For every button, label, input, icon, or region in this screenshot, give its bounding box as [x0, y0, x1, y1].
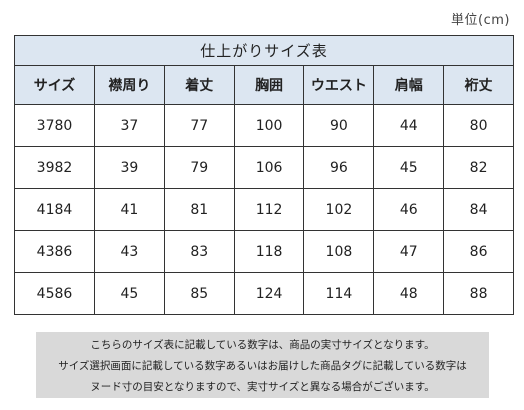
cell-chest: 106 [233, 146, 305, 189]
note-line: こちらのサイズ表に記載している数字は、商品の実寸サイズとなります。 [90, 339, 435, 351]
cell-neck: 37 [94, 104, 165, 147]
cell-neck: 39 [94, 146, 165, 189]
cell-waist: 90 [303, 104, 375, 147]
cell-neck: 41 [94, 188, 165, 231]
cell-neck: 43 [94, 230, 165, 273]
header-size: サイズ [14, 65, 95, 105]
cell-waist: 96 [303, 146, 375, 189]
cell-length: 85 [163, 272, 235, 315]
cell-shoulder: 47 [373, 230, 445, 273]
cell-waist: 102 [303, 188, 375, 231]
cell-sleeve: 80 [443, 104, 514, 147]
cell-sleeve: 82 [443, 146, 514, 189]
header-neck: 襟周り [94, 65, 165, 105]
cell-chest: 112 [233, 188, 305, 231]
cell-waist: 114 [303, 272, 375, 315]
table-row: 4184 41 81 112 102 46 84 [14, 188, 514, 231]
cell-shoulder: 45 [373, 146, 445, 189]
cell-size: 3780 [14, 104, 95, 147]
cell-length: 77 [163, 104, 235, 147]
table-header-row: サイズ 襟周り 着丈 胸囲 ウエスト 肩幅 裄丈 [14, 65, 514, 105]
cell-sleeve: 86 [443, 230, 514, 273]
cell-chest: 100 [233, 104, 305, 147]
cell-sleeve: 84 [443, 188, 514, 231]
cell-shoulder: 48 [373, 272, 445, 315]
cell-chest: 118 [233, 230, 305, 273]
cell-length: 79 [163, 146, 235, 189]
table-row: 3780 37 77 100 90 44 80 [14, 104, 514, 147]
table-title: 仕上がりサイズ表 [14, 35, 514, 66]
cell-chest: 124 [233, 272, 305, 315]
header-sleeve: 裄丈 [443, 65, 514, 105]
size-table: 仕上がりサイズ表 サイズ 襟周り 着丈 胸囲 ウエスト 肩幅 裄丈 3780 3… [14, 35, 514, 315]
header-chest: 胸囲 [233, 65, 305, 105]
table-row: 4386 43 83 118 108 47 86 [14, 230, 514, 273]
note-line: サイズ選択画面に記載している数字あるいはお届けした商品タグに記載している数字は [58, 360, 467, 372]
cell-size: 4184 [14, 188, 95, 231]
cell-size: 3982 [14, 146, 95, 189]
cell-shoulder: 46 [373, 188, 445, 231]
cell-size: 4586 [14, 272, 95, 315]
cell-length: 81 [163, 188, 235, 231]
note-line: ヌード寸の目安となりますので、実寸サイズと異なる場合がございます。 [90, 381, 435, 393]
unit-label: 単位(cm) [451, 13, 510, 28]
cell-waist: 108 [303, 230, 375, 273]
table-row: 3982 39 79 106 96 45 82 [14, 146, 514, 189]
cell-shoulder: 44 [373, 104, 445, 147]
cell-sleeve: 88 [443, 272, 514, 315]
cell-neck: 45 [94, 272, 165, 315]
cell-size: 4386 [14, 230, 95, 273]
header-length: 着丈 [163, 65, 235, 105]
table-title-row: 仕上がりサイズ表 [14, 35, 514, 66]
header-waist: ウエスト [303, 65, 375, 105]
table-row: 4586 45 85 124 114 48 88 [14, 272, 514, 315]
size-note: こちらのサイズ表に記載している数字は、商品の実寸サイズとなります。 サイズ選択画… [36, 332, 489, 398]
header-shoulder: 肩幅 [373, 65, 445, 105]
cell-length: 83 [163, 230, 235, 273]
